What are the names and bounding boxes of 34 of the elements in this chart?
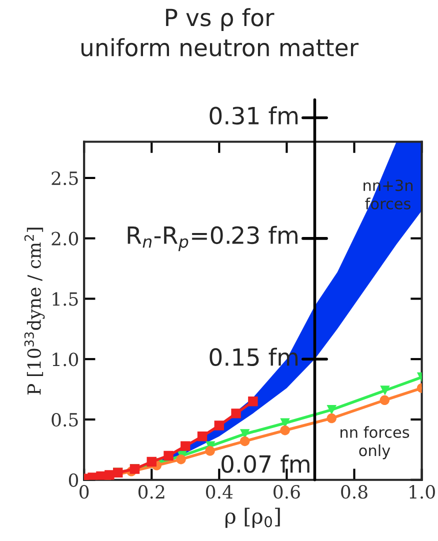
point — [197, 432, 208, 442]
text: 0.31 fm — [210, 106, 298, 125]
y-tick-label: 1.0 — [52, 352, 78, 366]
annotation: R$_{n}$-R$_{p}$=0.23 fm — [128, 226, 298, 252]
y-tick-label: 2.0 — [52, 232, 78, 246]
x-tick-label: 0.2 — [138, 485, 164, 499]
annotation: 0.07 fm — [222, 454, 310, 473]
chart-title: P vs ρ for uniform neutron matter — [81, 8, 359, 56]
annotation: nn forces only — [340, 426, 410, 460]
point — [146, 456, 156, 467]
y-tick-label: 0 — [68, 473, 78, 487]
point — [231, 408, 241, 418]
x-axis-title: ρ [ρ$_{0}$] — [226, 508, 280, 528]
x-tick-label: 0.6 — [274, 485, 300, 499]
point — [240, 436, 250, 446]
point — [180, 441, 190, 451]
x-tick-label: 0.4 — [206, 485, 233, 499]
x-tick-label: 0 — [80, 485, 89, 499]
point — [248, 396, 258, 406]
point — [214, 420, 224, 430]
y-tick-label: 0.5 — [52, 412, 78, 427]
point — [380, 386, 390, 396]
point — [326, 413, 336, 424]
y-tick-label: 2.5 — [52, 171, 78, 186]
y-tick-label: 1.5 — [52, 292, 78, 306]
point — [164, 450, 174, 461]
point — [280, 425, 290, 436]
point — [326, 404, 336, 415]
point — [205, 446, 215, 456]
point — [176, 454, 186, 464]
x-tick-label: 0.8 — [341, 485, 368, 499]
x-tick-label: 1.0 — [410, 485, 435, 499]
point — [380, 395, 390, 406]
y-axis-title: P [10$^{33}$dyne / cm$^{2}$] — [24, 228, 45, 394]
